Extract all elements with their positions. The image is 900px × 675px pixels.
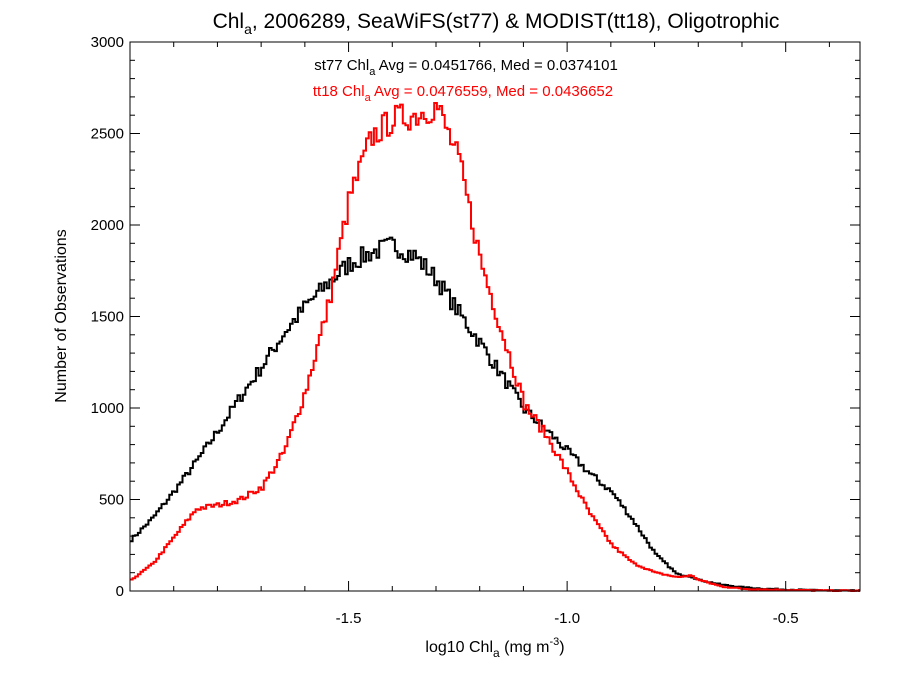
x-axis-label-subscript: a: [493, 646, 500, 660]
x-axis-label-part-1: log10 Chl: [425, 639, 493, 656]
annotation-st77-part-2: Avg = 0.0451766, Med = 0.0374101: [375, 57, 617, 74]
y-tick-label: 500: [99, 492, 124, 509]
chart-title: Chla, 2006289, SeaWiFS(st77) & MODIST(tt…: [213, 10, 780, 37]
ticks-layer: 0 500 1000 1500 2000 2500 3000 -1.5 -1.0 -0.5: [91, 34, 860, 627]
chart-title-part-1: Chl: [213, 10, 245, 33]
annotation-tt18-part-1: tt18 Chl: [313, 83, 365, 100]
x-axis-label-superscript: -3: [549, 636, 559, 648]
x-tick-label: -1.5: [336, 610, 362, 627]
x-axis-label: log10 Chla (mg m-3): [425, 636, 564, 660]
chart-title-part-2: , 2006289, SeaWiFS(st77) & MODIST(tt18),…: [252, 10, 780, 33]
y-tick-label: 2000: [91, 217, 124, 234]
series-line-tt18: [130, 102, 861, 592]
annotation-tt18-subscript: a: [365, 92, 372, 104]
series-layer: [130, 102, 861, 592]
annotation-st77: st77 Chla Avg = 0.0451766, Med = 0.03741…: [314, 57, 618, 78]
x-tick-label: -1.0: [554, 610, 580, 627]
x-axis-label-part-2: (mg m: [500, 639, 550, 656]
y-tick-label: 1500: [91, 309, 124, 326]
y-tick-label: 3000: [91, 34, 124, 51]
annotation-st77-part-1: st77 Chl: [314, 57, 369, 74]
annotation-tt18-part-2: Avg = 0.0476559, Med = 0.0436652: [371, 83, 613, 100]
annotation-st77-subscript: a: [369, 66, 376, 78]
x-axis-label-part-3: ): [559, 639, 564, 656]
y-tick-label: 2500: [91, 126, 124, 143]
y-tick-label: 1000: [91, 400, 124, 417]
y-axis-label: Number of Observations: [53, 229, 70, 402]
x-tick-label: -0.5: [773, 610, 799, 627]
y-tick-label: 0: [116, 583, 124, 600]
chart-title-subscript: a: [244, 21, 252, 37]
series-line-st77: [130, 236, 861, 592]
annotation-tt18: tt18 Chla Avg = 0.0476559, Med = 0.04366…: [313, 83, 613, 104]
